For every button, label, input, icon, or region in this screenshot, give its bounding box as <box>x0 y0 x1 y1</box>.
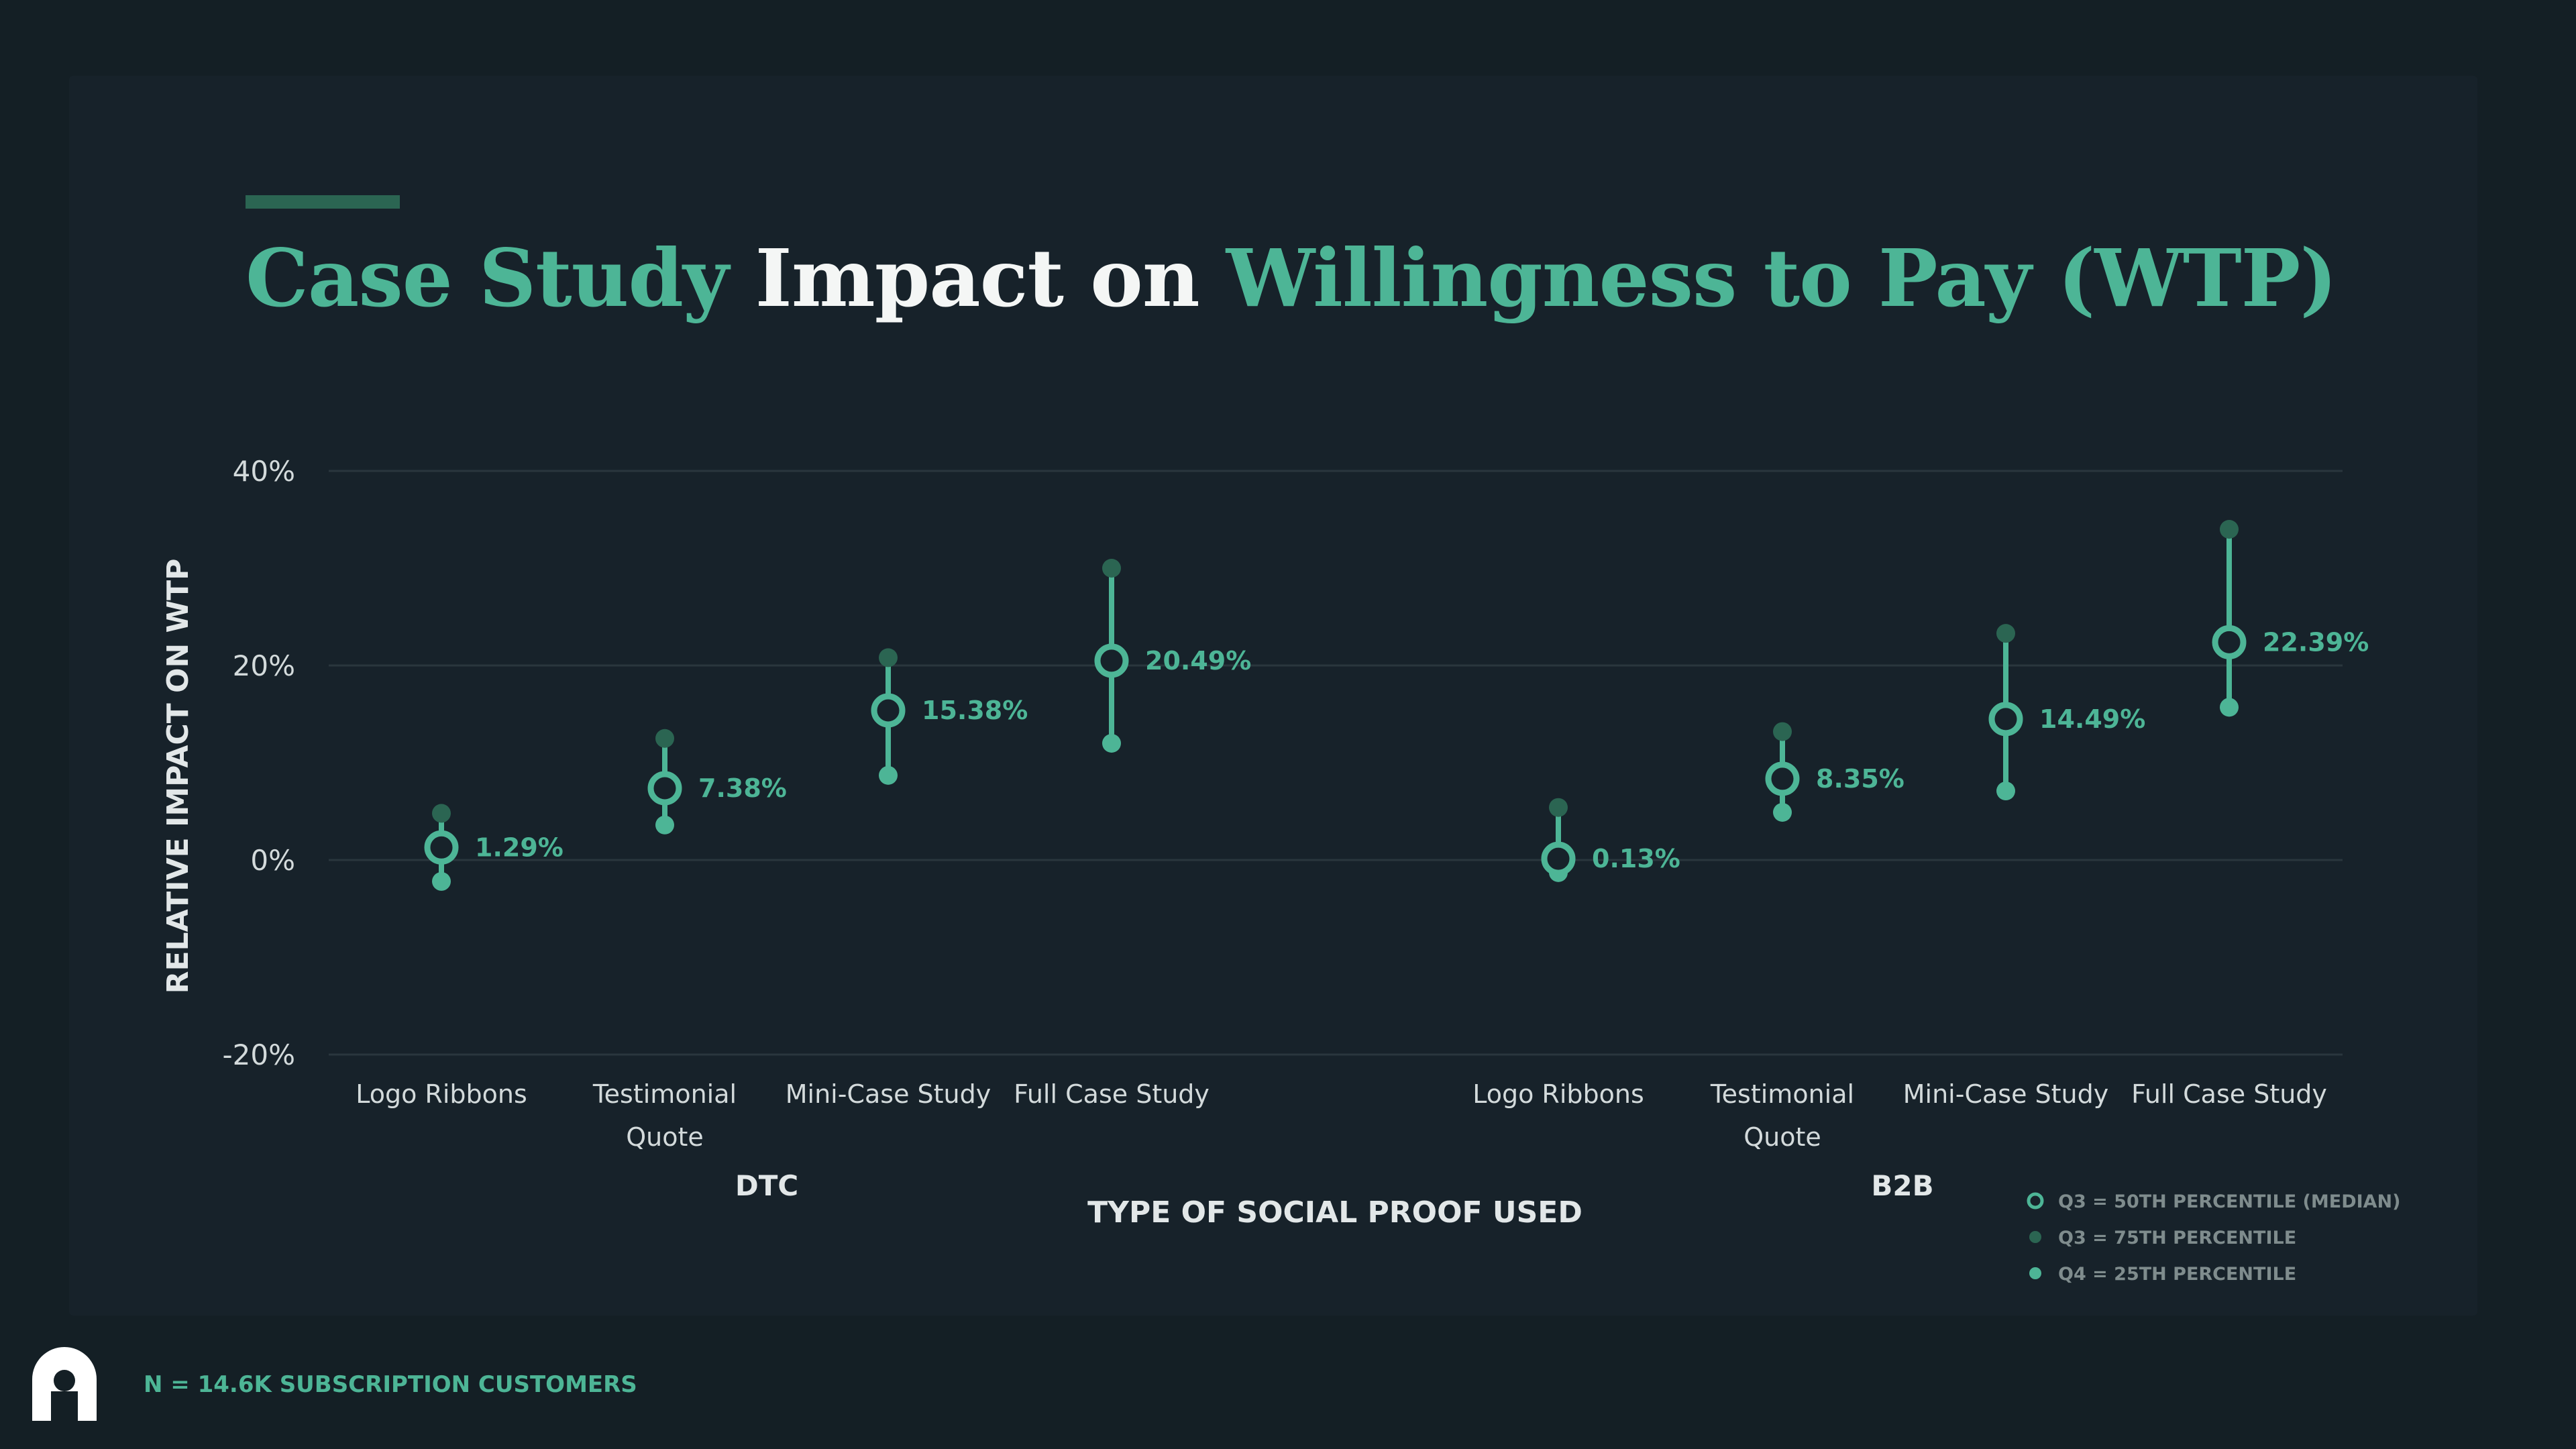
x-category-label: Logo Ribbons <box>356 1079 527 1109</box>
p25-dot <box>1996 782 2015 801</box>
median-marker <box>871 693 906 728</box>
median-data-label: 1.29% <box>475 833 564 862</box>
x-group-labels: DTC B2B <box>735 1169 1934 1202</box>
legend-p25-marker <box>2029 1267 2041 1279</box>
median-data-label: 8.35% <box>1816 764 1904 794</box>
median-data-label: 7.38% <box>698 773 787 803</box>
median-marker <box>1765 761 1800 796</box>
x-category-label: Quote <box>1743 1122 1821 1152</box>
x-group-label: DTC <box>735 1169 798 1202</box>
x-category-label: Testimonial <box>592 1079 737 1109</box>
title-part-3: Willingness to Pay (WTP) <box>1226 231 2338 325</box>
p75-dot <box>2220 520 2239 539</box>
x-category-label: Testimonial <box>1710 1079 1854 1109</box>
y-axis-title: RELATIVE IMPACT ON WTP <box>161 559 195 994</box>
x-axis-title: TYPE OF SOCIAL PROOF USED <box>1087 1195 1582 1230</box>
x-category-label: Mini-Case Study <box>1903 1079 2109 1109</box>
chart-legend: Q3 = 50TH PERCENTILE (MEDIAN) Q3 = 75TH P… <box>2027 1191 2400 1285</box>
x-category-label: Mini-Case Study <box>786 1079 991 1109</box>
x-category-label: Full Case Study <box>1014 1079 1210 1109</box>
x-category-label: Logo Ribbons <box>1472 1079 1644 1109</box>
median-marker <box>2212 625 2247 659</box>
x-group-label: B2B <box>1871 1169 1933 1202</box>
median-data-label: 15.38% <box>922 696 1028 725</box>
legend-label: Q4 = 25TH PERCENTILE <box>2058 1264 2296 1285</box>
p25-dot <box>655 815 674 835</box>
title-part-1: Case Study <box>246 231 729 325</box>
brand-logo-icon <box>32 1347 97 1421</box>
median-data-label: 14.49% <box>2039 704 2145 734</box>
x-category-labels: Logo Ribbons Testimonial Quote Mini-Case St… <box>356 1079 2327 1152</box>
median-data-label: 0.13% <box>1592 844 1680 873</box>
p75-dot <box>1102 559 1121 578</box>
p75-dot <box>1773 722 1792 741</box>
median-marker <box>1988 702 2023 737</box>
legend-label: Q3 = 50TH PERCENTILE (MEDIAN) <box>2058 1191 2400 1212</box>
p75-dot <box>879 648 898 667</box>
median-marker <box>1541 841 1576 876</box>
title-part-2: Impact on <box>755 231 1200 325</box>
median-marker <box>1094 643 1129 678</box>
y-tick-label: 40% <box>233 455 295 488</box>
legend-label: Q3 = 75TH PERCENTILE <box>2058 1228 2296 1248</box>
y-tick-label: 0% <box>250 844 295 877</box>
p25-dot <box>1102 734 1121 753</box>
grid-lines <box>329 470 2343 1056</box>
p75-dot <box>432 804 451 823</box>
title-accent-bar <box>246 195 400 209</box>
p25-dot <box>2220 698 2239 717</box>
p75-dot <box>1996 624 2015 643</box>
p75-dot <box>655 729 674 748</box>
p25-dot <box>879 765 898 785</box>
p75-dot <box>1549 798 1568 817</box>
y-tick-label: 20% <box>233 649 295 682</box>
p25-dot <box>1773 802 1792 822</box>
median-data-label: 20.49% <box>1145 646 1251 676</box>
legend-p75-marker <box>2029 1231 2041 1243</box>
chart-card <box>69 76 2477 1316</box>
median-data-label: 22.39% <box>2263 627 2369 657</box>
p25-dot <box>432 871 451 891</box>
page-title: Case Study Impact on Willingness to Pay … <box>246 225 2337 332</box>
median-marker <box>424 830 459 865</box>
x-category-label: Full Case Study <box>2131 1079 2327 1109</box>
y-tick-labels: 40% 20% 0% -20% <box>222 455 295 1071</box>
legend-median-marker <box>2027 1192 2044 1210</box>
data-series: 1.29% 7.38% 15.38% 20.49% 0.13% 8.35% 14.49% 22… <box>424 520 2369 891</box>
median-marker <box>647 771 682 806</box>
y-tick-label: -20% <box>222 1038 295 1071</box>
sample-size-note: N = 14.6K SUBSCRIPTION CUSTOMERS <box>144 1371 637 1398</box>
x-category-label: Quote <box>626 1122 704 1152</box>
